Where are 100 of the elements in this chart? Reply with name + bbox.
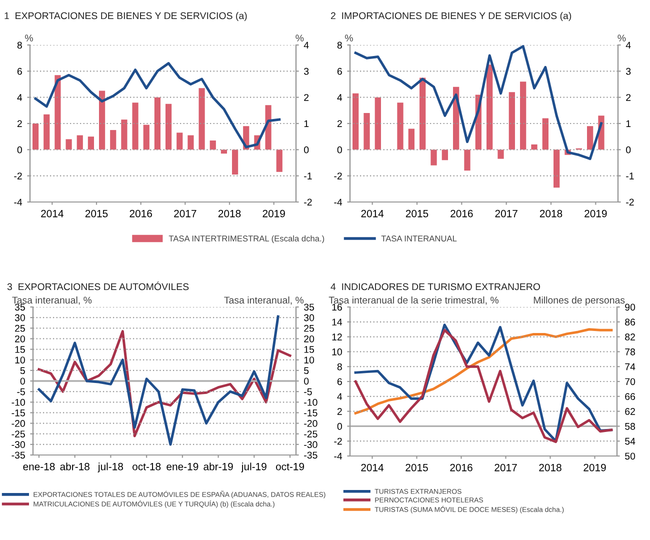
y2-tick-label: 70 — [625, 378, 636, 386]
y2-tick-label: -1 — [626, 172, 634, 180]
bar — [88, 136, 94, 150]
bar — [132, 102, 138, 150]
x-tick-label: jul-19 — [241, 462, 266, 472]
y2-tick-label: 4 — [304, 42, 309, 49]
x-tick-label: 2016 — [450, 464, 472, 472]
y-tick-label: -4 — [334, 198, 342, 206]
x-tick-label: 2018 — [540, 210, 562, 218]
x-tick-label: 2018 — [539, 464, 562, 472]
bar — [32, 124, 39, 150]
y-tick-label: 4 — [337, 393, 342, 400]
y2-tick-label: 86 — [625, 318, 636, 326]
y2-tick-label: 30 — [304, 314, 314, 322]
y-tick-label: 8 — [337, 363, 342, 370]
bar — [232, 150, 238, 175]
y-tick-label: -5 — [17, 388, 25, 396]
bar — [486, 64, 493, 150]
x-tick-label: 2019 — [584, 464, 606, 472]
x-tick-label: 2014 — [361, 210, 384, 218]
y2-tick-label: 0 — [626, 146, 631, 154]
bar — [520, 82, 526, 150]
y2-tick-label: -35 — [304, 452, 318, 459]
x-tick-label: 2019 — [262, 210, 285, 218]
x-tick-label: 2017 — [495, 210, 518, 218]
bar — [121, 120, 128, 150]
y-tick-label: 2 — [337, 408, 342, 415]
y-tick-label: 10 — [15, 356, 25, 364]
bar — [498, 150, 504, 159]
bar — [276, 150, 282, 172]
y2-tick-label: 78 — [625, 348, 636, 356]
y2-tick-label: 2 — [626, 94, 631, 101]
bar — [508, 92, 515, 150]
bar — [542, 118, 548, 150]
y2-tick-label: -5 — [304, 388, 312, 396]
bar — [66, 139, 72, 150]
y2-tick-label: 35 — [304, 304, 314, 311]
y-tick-label: -4 — [14, 198, 22, 206]
x-tick-label: 2017 — [494, 464, 517, 472]
bar — [265, 105, 272, 150]
y-tick-label: -2 — [14, 172, 22, 180]
y-tick-label: 6 — [17, 68, 22, 75]
y2-tick-label: 62 — [625, 408, 635, 415]
y-tick-label: 0 — [20, 378, 25, 385]
line-series — [354, 45, 602, 160]
y-tick-label: -30 — [12, 441, 25, 448]
x-tick-label: oct-19 — [276, 462, 304, 470]
y2-tick-label: 1 — [626, 120, 631, 128]
line-series — [38, 315, 280, 446]
x-tick-label: 2014 — [361, 464, 384, 472]
x-tick-label: abr-18 — [60, 462, 90, 470]
x-tick-label: 2019 — [584, 210, 607, 218]
y-axis-title: Tasa interanual, % — [12, 296, 92, 305]
y2-tick-label: 74 — [625, 363, 636, 370]
bar — [188, 135, 194, 150]
chart-title: 1 EXPORTACIONES DE BIENES Y DE SERVICIOS (a) — [4, 12, 247, 22]
bar — [110, 130, 116, 150]
y-tick-label: 2 — [17, 120, 22, 128]
y2-tick-label: 20 — [304, 335, 314, 342]
y2-tick-label: 0 — [304, 378, 309, 385]
bar — [531, 144, 538, 150]
y-axis-title: % — [25, 34, 33, 42]
y-tick-label: 5 — [20, 367, 25, 374]
x-tick-label: 2015 — [85, 210, 108, 218]
y2-axis-title: Tasa interanual, % — [224, 296, 304, 305]
bar — [165, 104, 172, 150]
x-tick-label: 2018 — [218, 210, 241, 218]
x-tick-label: 2014 — [41, 210, 64, 218]
bar — [430, 150, 437, 166]
y-tick-label: 0 — [337, 422, 342, 430]
y2-tick-label: 3 — [626, 68, 631, 75]
y-tick-label: 25 — [15, 324, 25, 332]
y2-tick-label: 58 — [625, 422, 636, 430]
y-tick-label: 20 — [15, 335, 25, 342]
y2-tick-label: 90 — [625, 304, 636, 311]
y-tick-label: -20 — [12, 420, 25, 427]
y2-tick-label: -15 — [304, 410, 318, 416]
bar — [587, 126, 594, 150]
x-tick-label: ene-18 — [23, 462, 55, 470]
bar — [154, 97, 161, 150]
y2-axis-title: Millones de personas — [534, 296, 625, 306]
y2-tick-label: 15 — [304, 346, 314, 353]
y2-axis-title: % — [618, 34, 626, 42]
y-tick-label: 30 — [14, 314, 25, 322]
y-tick-label: -35 — [12, 452, 25, 459]
y-tick-label: 15 — [15, 346, 25, 353]
y-tick-label: 4 — [17, 94, 22, 101]
y-tick-label: 8 — [17, 42, 22, 49]
y-tick-label: 35 — [14, 304, 25, 311]
y-tick-label: 8 — [337, 42, 342, 49]
bar — [442, 150, 448, 160]
y-tick-label: 4 — [337, 94, 342, 101]
y-tick-label: 12 — [332, 334, 342, 340]
bar — [464, 150, 470, 171]
y2-tick-label: -25 — [304, 430, 318, 438]
y-tick-label: 6 — [337, 378, 342, 386]
chart-title: 4 INDICADORES DE TURISMO EXTRANJERO — [330, 283, 540, 290]
line-series — [34, 62, 281, 148]
y2-tick-label: -20 — [304, 420, 318, 427]
y2-tick-label: 2 — [304, 94, 309, 101]
